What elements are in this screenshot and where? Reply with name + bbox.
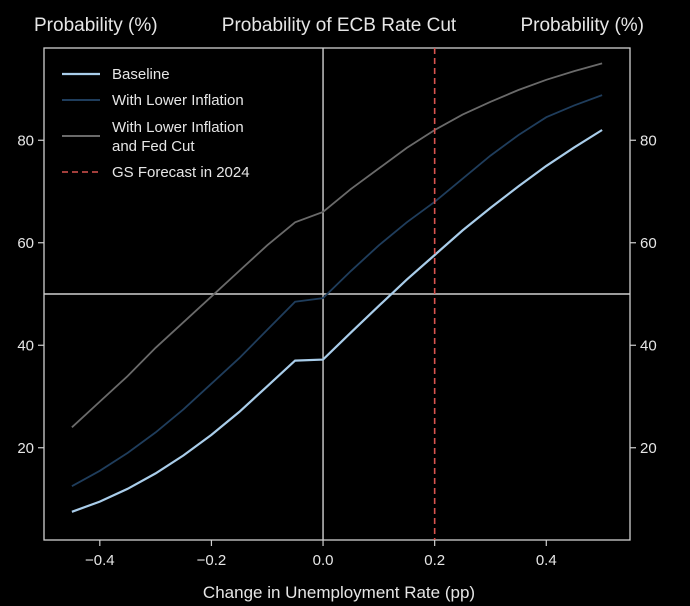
legend: Baseline With Lower Inflation With Lower…: [62, 66, 250, 181]
x-axis-ticks: −0.4 −0.2 0.0 0.2 0.4: [85, 540, 557, 569]
series-line-lower-inflation-fed-cut: [71, 62, 603, 428]
legend-label-gs-forecast: GS Forecast in 2024: [112, 164, 250, 181]
x-axis-label: Change in Unemployment Rate (pp): [203, 583, 475, 602]
x-tick-label: −0.2: [197, 552, 227, 569]
left-axis-title: Probability (%): [34, 15, 158, 36]
legend-label-baseline: Baseline: [112, 66, 170, 83]
x-tick-label: 0.0: [313, 552, 334, 569]
series-line-baseline: [71, 129, 603, 513]
legend-label-lower-inflation: With Lower Inflation: [112, 92, 244, 109]
legend-label-lower-inflation-fed-cut-line2: and Fed Cut: [112, 138, 195, 155]
chart-title: Probability of ECB Rate Cut: [222, 15, 457, 36]
left-y-tick-label: 60: [17, 235, 34, 252]
legend-label-lower-inflation-fed-cut-line1: With Lower Inflation: [112, 119, 244, 136]
right-y-tick-label: 40: [640, 337, 657, 354]
series-line-lower-inflation: [71, 94, 603, 487]
left-y-tick-label: 20: [17, 440, 34, 457]
right-axis-title: Probability (%): [520, 15, 644, 36]
right-y-axis-ticks: 20 40 60 80: [630, 132, 657, 457]
left-y-tick-label: 80: [17, 132, 34, 149]
x-tick-label: 0.2: [424, 552, 445, 569]
right-y-tick-label: 80: [640, 132, 657, 149]
right-y-tick-label: 60: [640, 235, 657, 252]
right-y-tick-label: 20: [640, 440, 657, 457]
left-y-axis-ticks: 20 40 60 80: [17, 132, 44, 457]
x-tick-label: −0.4: [85, 552, 115, 569]
left-y-tick-label: 40: [17, 337, 34, 354]
x-tick-label: 0.4: [536, 552, 557, 569]
